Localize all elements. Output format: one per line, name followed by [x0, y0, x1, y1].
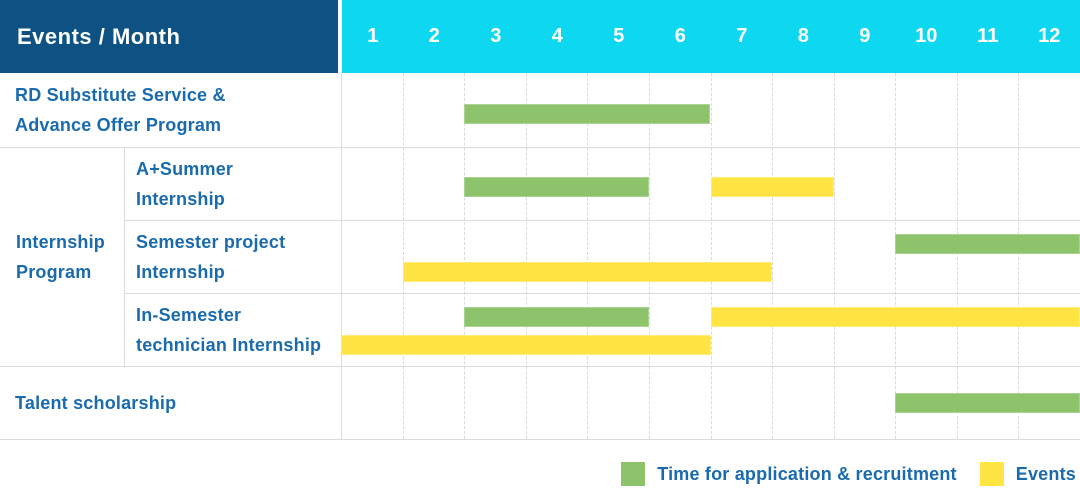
month-gridline — [587, 73, 589, 439]
row-label-3: In-Semester technician Internship — [136, 293, 321, 366]
event-bar — [402, 262, 773, 282]
row-label-line: A+Summer — [136, 158, 234, 179]
row-label-line: Internship — [136, 188, 226, 209]
event-bar — [710, 177, 834, 197]
month-label-12: 12 — [1038, 25, 1061, 47]
row-label-2: Semester project Internship — [136, 220, 285, 293]
month-gridline — [1018, 73, 1020, 439]
row-border — [0, 439, 1080, 440]
application-color-swatch — [621, 462, 646, 486]
row-label-line: Advance Offer Program — [15, 115, 222, 135]
legend: Time for application & recruitment Event… — [621, 462, 1076, 486]
row-label-line: technician Internship — [136, 334, 322, 355]
month-gridline — [772, 73, 774, 439]
group-label-line: Program — [16, 261, 92, 282]
application-bar — [464, 307, 649, 327]
month-gridline — [895, 73, 897, 439]
row-border — [0, 366, 1080, 367]
application-bar — [464, 177, 649, 197]
row-border — [0, 147, 1080, 148]
month-label-3: 3 — [490, 25, 502, 47]
legend-label-events: Events — [1015, 463, 1076, 484]
month-gridline — [464, 73, 466, 439]
events-color-swatch — [979, 462, 1004, 486]
month-label-4: 4 — [551, 25, 563, 47]
month-header-row: 1 2 3 4 5 6 7 8 9 10 11 12 — [342, 0, 1080, 73]
month-label-2: 2 — [428, 25, 440, 47]
month-gridline — [833, 73, 835, 439]
row-label-line: RD Substitute Service & — [15, 85, 226, 105]
row-label-0: RD Substitute Service & Advance Offer Pro… — [15, 73, 226, 147]
sub-column-border — [124, 147, 125, 366]
events-month-header-cell: Events / Month — [0, 0, 338, 73]
month-label-7: 7 — [736, 25, 748, 47]
month-label-6: 6 — [674, 25, 686, 47]
row-border — [124, 293, 1080, 294]
month-label-9: 9 — [859, 25, 871, 47]
legend-label-application: Time for application & recruitment — [657, 463, 957, 484]
group-label-line: Internship — [16, 231, 106, 252]
event-bar — [341, 335, 711, 355]
label-column-border — [341, 73, 342, 439]
row-label-line: Talent scholarship — [15, 392, 177, 413]
month-label-11: 11 — [977, 25, 999, 47]
month-gridline — [402, 73, 404, 439]
month-gridline — [710, 73, 712, 439]
row-label-line: In-Semester — [136, 304, 242, 325]
row-label-1: A+Summer Internship — [136, 147, 233, 220]
application-bar — [895, 234, 1080, 254]
row-label-4: Talent scholarship — [15, 366, 176, 439]
application-bar — [895, 393, 1080, 413]
month-gridline — [956, 73, 958, 439]
month-label-5: 5 — [613, 25, 625, 47]
event-bar — [710, 307, 1080, 327]
group-label-internship-program: Internship Program — [16, 147, 105, 366]
month-label-1: 1 — [367, 25, 379, 47]
month-label-10: 10 — [915, 25, 938, 47]
header-title: Events / Month — [17, 23, 181, 49]
legend-item-application: Time for application & recruitment — [621, 462, 957, 486]
row-label-line: Semester project — [136, 231, 286, 252]
row-border — [124, 220, 1080, 221]
application-bar — [464, 104, 711, 124]
month-gridline — [648, 73, 650, 439]
month-label-8: 8 — [797, 25, 809, 47]
legend-item-events: Events — [979, 462, 1076, 486]
month-gridline — [525, 73, 527, 439]
row-label-line: Internship — [136, 261, 226, 282]
